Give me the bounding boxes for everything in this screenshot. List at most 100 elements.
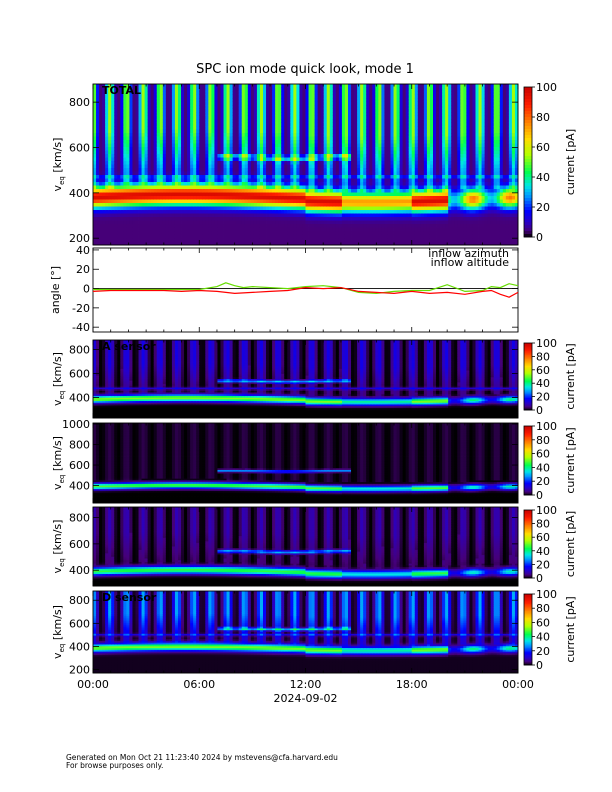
heatmap-cell: [145, 210, 148, 214]
heatmap-cell: [199, 186, 202, 190]
heatmap-cell: [409, 95, 412, 99]
heatmap-cell: [281, 207, 284, 211]
heatmap-cell: [205, 147, 208, 151]
heatmap-cell: [120, 172, 123, 176]
heatmap-cell: [284, 214, 287, 218]
heatmap-cell: [172, 231, 175, 235]
heatmap-cell: [281, 144, 284, 148]
heatmap-cell: [299, 151, 302, 155]
heatmap-cell: [403, 186, 406, 190]
heatmap-cell: [263, 203, 266, 207]
heatmap-cell: [157, 154, 160, 158]
heatmap-cell: [230, 207, 233, 211]
heatmap-cell: [193, 91, 196, 95]
heatmap-cell: [181, 228, 184, 232]
heatmap-cell: [139, 207, 142, 211]
heatmap-cell: [193, 182, 196, 186]
heatmap-cell: [172, 158, 175, 162]
heatmap-cell: [236, 186, 239, 190]
heatmap-cell: [157, 193, 160, 197]
heatmap-cell: [403, 235, 406, 239]
heatmap-cell: [381, 116, 384, 120]
heatmap-cell: [169, 147, 172, 151]
heatmap-cell: [96, 109, 99, 113]
heatmap-cell: [415, 119, 418, 123]
heatmap-cell: [357, 228, 360, 232]
heatmap-cell: [117, 224, 120, 228]
heatmap-cell: [139, 172, 142, 176]
heatmap-cell: [400, 207, 403, 211]
heatmap-cell: [148, 172, 151, 176]
heatmap-cell: [284, 84, 287, 88]
heatmap-cell: [224, 137, 227, 141]
heatmap-cell: [339, 98, 342, 102]
heatmap-cell: [123, 102, 126, 106]
heatmap-cell: [108, 217, 111, 221]
heatmap-cell: [208, 140, 211, 144]
heatmap-cell: [269, 221, 272, 225]
heatmap-cell: [187, 179, 190, 183]
heatmap-cell: [184, 126, 187, 130]
heatmap-cell: [397, 91, 400, 95]
heatmap-cell: [381, 137, 384, 141]
heatmap-cell: [391, 179, 394, 183]
heatmap-cell: [160, 154, 163, 158]
heatmap-cell: [360, 228, 363, 232]
heatmap-cell: [369, 217, 372, 221]
heatmap-cell: [245, 98, 248, 102]
heatmap-cell: [278, 105, 281, 109]
heatmap-cell: [245, 137, 248, 141]
heatmap-cell: [132, 228, 135, 232]
heatmap-cell: [269, 161, 272, 165]
heatmap-cell: [154, 182, 157, 186]
heatmap-cell: [403, 228, 406, 232]
heatmap-cell: [321, 123, 324, 127]
heatmap-cell: [108, 221, 111, 225]
heatmap-cell: [187, 168, 190, 172]
heatmap-cell: [387, 144, 390, 148]
heatmap-cell: [214, 95, 217, 99]
heatmap-cell: [321, 105, 324, 109]
heatmap-cell: [145, 221, 148, 225]
heatmap-cell: [266, 133, 269, 137]
heatmap-cell: [193, 168, 196, 172]
heatmap-cell: [312, 102, 315, 106]
heatmap-cell: [309, 147, 312, 151]
heatmap-cell: [105, 168, 108, 172]
heatmap-cell: [318, 165, 321, 169]
heatmap-cell: [327, 144, 330, 148]
heatmap-cell: [321, 235, 324, 239]
heatmap-cell: [178, 102, 181, 106]
heatmap-cell: [105, 200, 108, 204]
heatmap-cell: [187, 217, 190, 221]
heatmap-cell: [296, 196, 299, 200]
heatmap-cell: [360, 88, 363, 92]
heatmap-cell: [312, 88, 315, 92]
heatmap-cell: [299, 116, 302, 120]
heatmap-cell: [248, 214, 251, 218]
heatmap-cell: [145, 182, 148, 186]
heatmap-cell: [260, 112, 263, 116]
heatmap-cell: [394, 168, 397, 172]
heatmap-cell: [120, 235, 123, 239]
heatmap-cell: [372, 116, 375, 120]
heatmap-cell: [102, 168, 105, 172]
heatmap-cell: [136, 189, 139, 193]
heatmap-cell: [296, 210, 299, 214]
heatmap-cell: [272, 231, 275, 235]
heatmap-cell: [160, 224, 163, 228]
heatmap-cell: [251, 207, 254, 211]
heatmap-cell: [312, 95, 315, 99]
heatmap-cell: [302, 221, 305, 225]
heatmap-cell: [275, 182, 278, 186]
heatmap-cell: [205, 98, 208, 102]
heatmap-cell: [154, 158, 157, 162]
heatmap-cell: [236, 154, 239, 158]
heatmap-cell: [217, 200, 220, 204]
heatmap-cell: [254, 158, 257, 162]
heatmap-cell: [145, 147, 148, 151]
heatmap-cell: [242, 109, 245, 113]
heatmap-cell: [157, 91, 160, 95]
heatmap-cell: [418, 102, 421, 106]
heatmap-cell: [257, 140, 260, 144]
